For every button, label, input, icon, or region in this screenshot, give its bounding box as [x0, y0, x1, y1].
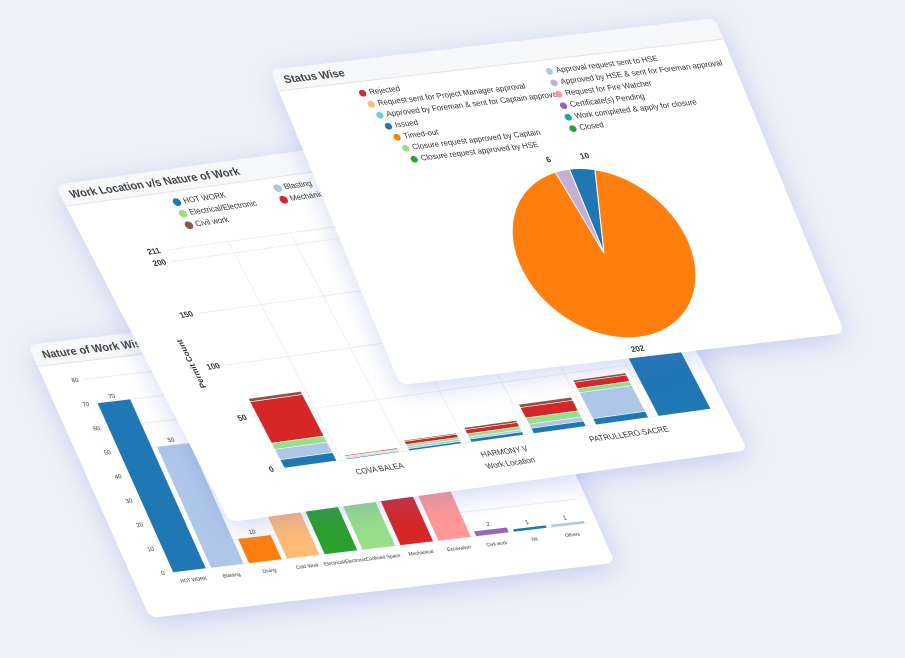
bar-segment — [249, 394, 325, 444]
x-tick-label: Others — [564, 532, 582, 539]
legend-label: Timed-out — [402, 128, 441, 141]
bar — [474, 527, 509, 537]
y-tick-label: 60 — [92, 425, 102, 433]
y-tick-label: 80 — [70, 377, 80, 385]
legend-swatch — [184, 221, 194, 230]
grid-line — [252, 355, 690, 418]
y-tick-label: 0 — [267, 465, 276, 474]
x-tick-label: Nil — [531, 537, 539, 543]
card-header — [270, 18, 724, 92]
y-tick-label: 100 — [205, 361, 223, 371]
x-tick-label: Cold Work — [295, 563, 320, 571]
legend-swatch — [384, 122, 393, 130]
legend-swatch — [550, 79, 558, 87]
x-tick-label: Diving — [262, 568, 278, 575]
x-tick-label: Confined Space — [365, 553, 402, 563]
value-label: 50 — [167, 437, 177, 445]
legend-swatch — [273, 184, 283, 193]
y-tick-label: 211 — [145, 246, 162, 256]
bar-segment — [248, 391, 303, 403]
legend-label: Issued — [393, 118, 419, 129]
y-tick-label: 200 — [151, 258, 169, 268]
x-tick-label: Blasting — [222, 572, 242, 580]
bar-segment — [518, 396, 574, 408]
legend-swatch — [178, 209, 188, 218]
x-tick-label: Mechanical — [408, 549, 435, 558]
pie-slice — [511, 169, 697, 339]
value-label: 10 — [248, 529, 258, 537]
y-tick-label: 150 — [178, 310, 196, 320]
y-tick-label: 70 — [81, 401, 91, 409]
legend-swatch — [569, 125, 577, 133]
bar-segment — [463, 420, 518, 430]
legend-swatch — [402, 144, 410, 152]
legend-swatch — [545, 68, 553, 75]
slice-label: 10 — [579, 151, 592, 161]
legend-label: Blasting — [282, 179, 314, 191]
bar — [238, 535, 282, 564]
bar-segment — [344, 447, 398, 457]
legend-swatch — [279, 195, 289, 204]
value-label: 1 — [524, 519, 531, 526]
legend-label: Rejected — [368, 84, 402, 96]
v-grid — [227, 241, 343, 461]
x-tick-label: Excavation — [446, 545, 472, 554]
pie-slice — [554, 168, 605, 254]
legend-swatch — [367, 100, 375, 108]
legend-swatch — [555, 90, 563, 98]
x-tick-label: COVA BALEA — [354, 461, 406, 476]
header-rule — [278, 38, 724, 92]
legend-label: Civil work — [193, 215, 231, 228]
x-tick-label: PATRULLERO SACRE — [588, 425, 671, 444]
legend-swatch — [172, 198, 182, 207]
value-label: 70 — [107, 393, 117, 401]
y-tick-label: 50 — [236, 413, 249, 423]
bar-segment — [403, 432, 457, 442]
v-grid — [290, 232, 405, 452]
status-card: Status Wise Rejected Request sent for Proj… — [270, 18, 845, 386]
y-tick-label: 10 — [146, 546, 156, 554]
legend-swatch — [393, 133, 401, 141]
value-label: 2 — [485, 521, 492, 528]
slice-label: 6 — [545, 155, 553, 164]
x-tick-label: HOT WORK — [179, 576, 209, 585]
legend-swatch — [359, 89, 367, 97]
bar-segment — [572, 372, 627, 383]
y-axis-label: Permit Count — [175, 339, 209, 389]
y-tick-label: 30 — [124, 497, 134, 505]
legend-label: Closed — [578, 120, 606, 131]
value-label: 1 — [562, 514, 569, 521]
legend-swatch — [376, 111, 384, 119]
legend-swatch — [564, 113, 572, 121]
x-tick-label: Civil work — [485, 540, 509, 548]
bar — [157, 443, 244, 568]
slice-label: 202 — [629, 344, 646, 354]
y-tick-label: 40 — [114, 473, 124, 481]
y-tick-label: 20 — [135, 522, 145, 530]
x-tick-label: Electrical/Electronic — [323, 557, 368, 568]
bar — [97, 399, 206, 573]
y-tick-label: 50 — [103, 449, 113, 457]
bar — [550, 520, 585, 528]
bar — [513, 525, 547, 532]
legend-swatch — [410, 155, 418, 163]
y-tick-label: 0 — [160, 570, 167, 577]
legend-swatch — [559, 102, 568, 110]
